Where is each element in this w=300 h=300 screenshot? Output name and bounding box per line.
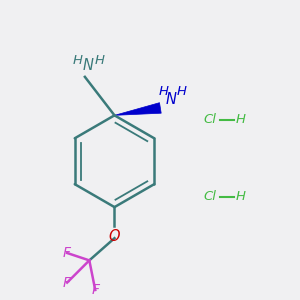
Text: H: H <box>177 85 187 98</box>
Text: H: H <box>158 85 168 98</box>
Text: H: H <box>73 54 82 67</box>
Text: H: H <box>236 190 246 203</box>
Text: N: N <box>165 92 176 107</box>
Text: Cl: Cl <box>203 113 216 126</box>
Text: Cl: Cl <box>203 190 216 203</box>
Text: O: O <box>109 229 120 244</box>
Text: F: F <box>63 276 71 289</box>
Polygon shape <box>115 103 161 115</box>
Text: F: F <box>63 246 71 260</box>
Text: H: H <box>95 54 105 67</box>
Text: N: N <box>83 58 94 73</box>
Text: F: F <box>91 283 99 297</box>
Text: H: H <box>236 113 246 126</box>
